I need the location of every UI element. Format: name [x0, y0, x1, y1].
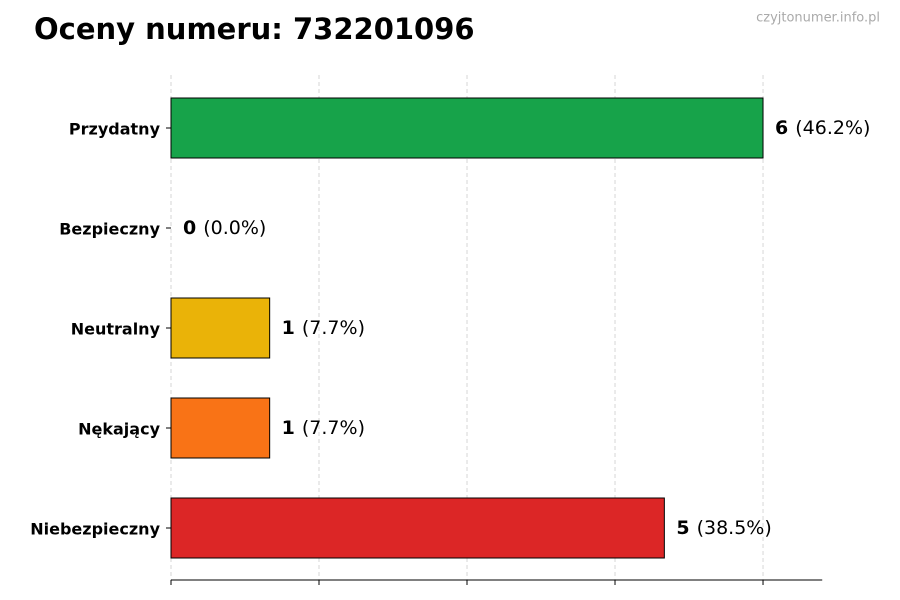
value: 1: [282, 317, 295, 339]
watermark: czyjtonumer.info.pl: [756, 11, 880, 26]
percent: (0.0%): [203, 217, 266, 239]
value-label: 1 (7.7%): [282, 317, 365, 339]
bar: [170, 97, 764, 159]
y-tick-label: Bezpieczny: [59, 220, 160, 239]
value: 6: [775, 117, 788, 139]
value: 5: [676, 517, 689, 539]
percent: (7.7%): [302, 417, 365, 439]
chart-title: Oceny numeru: 732201096: [34, 12, 475, 46]
y-tick-label: Niebezpieczny: [30, 520, 160, 539]
y-tick-label: Nękający: [78, 420, 160, 439]
bar: [170, 497, 665, 559]
value: 0: [183, 217, 196, 239]
y-tick-label: Neutralny: [71, 320, 161, 339]
percent: (46.2%): [795, 117, 870, 139]
value-label: 5 (38.5%): [676, 517, 771, 539]
value: 1: [282, 417, 295, 439]
bar: [170, 397, 271, 459]
y-tick-label: Przydatny: [69, 120, 161, 139]
value-label: 6 (46.2%): [775, 117, 870, 139]
value-label: 1 (7.7%): [282, 417, 365, 439]
value-label: 0 (0.0%): [183, 217, 266, 239]
percent: (7.7%): [302, 317, 365, 339]
bar: [170, 297, 271, 359]
percent: (38.5%): [697, 517, 772, 539]
